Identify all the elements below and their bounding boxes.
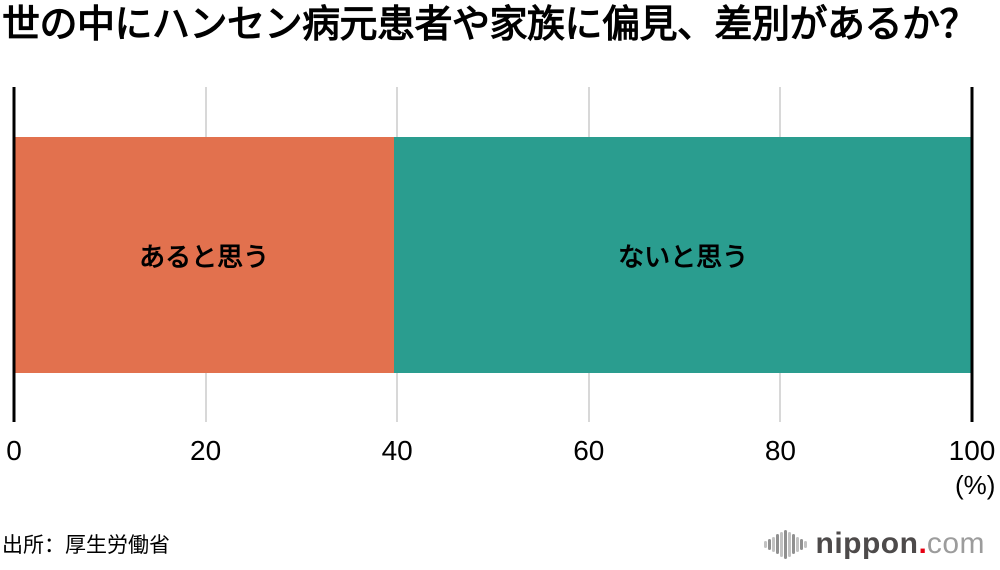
logo-text: nippon.com [816, 526, 986, 562]
source-label: 出所：厚生労働省 [2, 534, 170, 557]
x-tick-label: 20 [190, 435, 222, 466]
axis-line [970, 87, 974, 422]
plot-area: あると思う ないと思う (%) 0 20 40 60 80 100 [6, 87, 995, 500]
soundwave-icon [764, 528, 807, 560]
axis-unit-label: (%) [955, 470, 996, 500]
logo-dot: . [918, 527, 927, 560]
bar-segment-label: あると思う [139, 241, 270, 272]
bar-segment-2: ないと思う [394, 137, 972, 373]
nippon-logo: nippon.com [764, 526, 985, 562]
bar-segment-label: ないと思う [618, 241, 749, 272]
logo-tld-text: com [926, 527, 985, 560]
axis-line [12, 87, 16, 422]
chart-title: 世の中にハンセン病元患者や家族に偏見、差別があるか？ [2, 4, 978, 46]
x-tick-label: 40 [381, 435, 413, 466]
x-tick-label: 0 [6, 435, 22, 466]
x-tick-label: 60 [573, 435, 605, 466]
bar-segment-1: あると思う [14, 137, 395, 373]
x-tick-label: 80 [764, 435, 796, 466]
x-tick-label: 100 [948, 435, 996, 466]
stacked-bar: あると思う ないと思う [14, 137, 972, 373]
logo-brand-text: nippon [815, 527, 919, 560]
